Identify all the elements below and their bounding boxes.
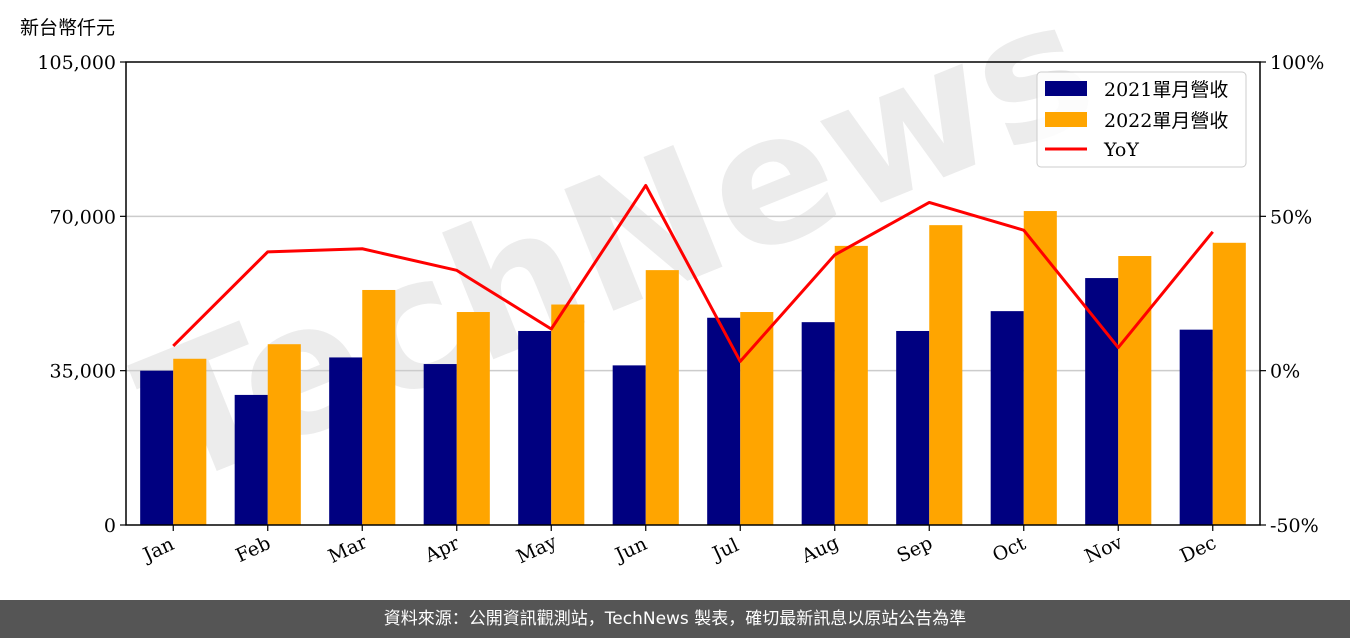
- bar-2021-feb: [234, 394, 268, 525]
- y-tick-label: 35,000: [50, 361, 116, 383]
- bar-2021-apr: [423, 364, 457, 525]
- legend-swatch-2021: [1045, 81, 1087, 96]
- plot-frame: [125, 61, 1261, 526]
- bar-2022-dec: [1212, 242, 1246, 526]
- bar-2022-apr: [456, 312, 490, 525]
- y2-tick-label: -50%: [1270, 515, 1319, 537]
- bar-2021-sep: [896, 330, 930, 525]
- x-tick-label: Apr: [421, 532, 464, 568]
- x-tick-label: Jun: [610, 533, 650, 567]
- x-tick-label: Jul: [707, 534, 742, 566]
- grid-layer: [126, 215, 1260, 372]
- yoy-line: [172, 183, 1214, 363]
- bar-2021-jun: [612, 365, 646, 525]
- bar-2022-jan: [173, 358, 207, 525]
- bar-2021-may: [518, 330, 552, 525]
- bar-2022-jun: [645, 270, 679, 525]
- bar-2021-dec: [1179, 329, 1213, 525]
- x-tick-label: Aug: [797, 532, 842, 568]
- y-tick-label: 105,000: [37, 52, 116, 74]
- bar-2021-mar: [329, 357, 363, 525]
- bar-2021-jul: [707, 317, 741, 525]
- y2-tick-label: 100%: [1270, 52, 1324, 74]
- legend-label-yoy: YoY: [1103, 139, 1139, 161]
- bar-2021-nov: [1085, 278, 1119, 525]
- x-tick-label: Oct: [989, 532, 1029, 566]
- bar-2021-jan: [140, 370, 174, 525]
- x-tick-label: May: [513, 531, 560, 569]
- bar-2022-nov: [1118, 256, 1152, 525]
- source-footer: 資料來源：公開資訊觀測站，TechNews 製表，確切最新訊息以原站公告為準: [0, 600, 1350, 638]
- bar-2022-feb: [267, 344, 301, 525]
- bar-layer: [140, 211, 1246, 526]
- legend-swatch-2022: [1045, 112, 1087, 127]
- y-tick-label: 0: [104, 515, 116, 537]
- y-axis-label: 新台幣仟元: [20, 17, 115, 39]
- bar-2022-mar: [362, 289, 396, 525]
- legend-label-2022: 2022單月營收: [1104, 110, 1228, 132]
- x-tick-label: Jan: [138, 533, 177, 567]
- x-tick-label: Dec: [1177, 532, 1220, 568]
- bar-2022-oct: [1023, 211, 1057, 525]
- legend-box: [1036, 71, 1247, 168]
- line-layer: [172, 183, 1214, 363]
- bar-2022-jul: [740, 312, 774, 525]
- bar-2021-aug: [801, 322, 835, 525]
- legend: 2021單月營收 2022單月營收 YoY: [1036, 71, 1247, 168]
- y-tick-label: 70,000: [50, 206, 116, 228]
- x-tick-label: Nov: [1081, 531, 1126, 567]
- bar-2021-oct: [990, 311, 1024, 525]
- y2-tick-label: 50%: [1270, 206, 1312, 228]
- y2-tick-label: 0%: [1270, 361, 1300, 383]
- x-tick-label: Sep: [894, 532, 936, 567]
- x-tick-label: Mar: [325, 531, 371, 568]
- legend-label-2021: 2021單月營收: [1104, 79, 1228, 101]
- bar-2022-aug: [834, 245, 868, 525]
- bar-2022-sep: [929, 225, 963, 525]
- bar-2022-may: [551, 304, 585, 525]
- x-tick-label: Feb: [232, 532, 274, 567]
